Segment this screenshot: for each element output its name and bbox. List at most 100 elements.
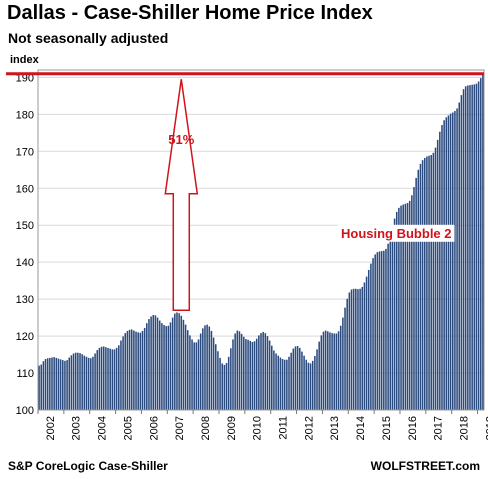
bar [443,120,445,411]
bar [462,89,465,410]
bar [479,78,482,410]
bar [51,357,53,410]
bar [150,316,152,410]
bar [290,352,292,410]
housing-bubble-annotation: Housing Bubble 2 [341,226,452,241]
bar [273,350,275,410]
bar [146,323,148,410]
bar [90,358,92,410]
bar [249,340,252,410]
bar [107,347,109,410]
bar [195,342,198,410]
bar [311,360,314,410]
bar [348,292,351,410]
bar [454,111,456,411]
bar [253,341,256,410]
bar [135,331,137,410]
x-tick-label: 2011 [278,416,290,440]
y-tick-label: 140 [16,257,34,269]
bar [210,330,213,410]
bar [111,349,114,410]
bar [411,195,413,410]
bar [380,251,383,410]
bar [352,288,355,410]
bar [62,360,64,410]
bar [240,333,243,410]
y-tick-label: 160 [16,183,34,195]
bar [245,339,247,410]
bar [350,289,353,410]
bar [70,355,73,410]
bar [456,108,458,410]
bar [393,218,396,410]
chart-title: Dallas - Case-Shiller Home Price Index [7,2,373,24]
bar [367,269,370,410]
bar [363,282,366,410]
bar [434,147,437,410]
x-tick-label: 2015 [381,416,393,440]
bar [419,163,422,410]
bar [337,331,340,410]
bar [219,357,221,410]
x-tick-label: 2019 [484,416,488,440]
bar [398,207,400,410]
bar [339,325,342,410]
bar [87,357,90,410]
bar [204,325,206,410]
bar [281,359,284,410]
bar [449,113,452,410]
bar [389,236,392,410]
bar [109,348,111,410]
bar [395,211,398,410]
bar [301,351,303,410]
bar [303,355,305,410]
bar [105,347,107,410]
bar [79,353,81,410]
y-axis: 100 110 120 130 140 150 160 170 180 190 [16,72,34,417]
bar [383,250,385,410]
bar [221,363,223,410]
y-tick-label: 110 [16,368,34,380]
bar [208,326,211,410]
bar [100,346,103,410]
y-tick-label: 100 [16,405,34,417]
bar [148,319,150,410]
annotation-background [338,224,455,242]
bar [92,356,94,410]
bar [430,155,432,410]
bar [365,276,368,410]
x-tick-label: 2010 [252,416,264,440]
bar [359,288,361,410]
bar [344,307,346,410]
bar [439,131,441,410]
bar [473,84,476,411]
bar [184,324,187,410]
bar [96,350,99,410]
bar [342,317,344,410]
bar [471,84,473,411]
bar [320,335,323,410]
bar [98,347,101,410]
bar [214,344,217,410]
bar [152,315,155,410]
bar [247,339,249,410]
bar [322,331,325,410]
bar [53,357,55,410]
bar [126,330,129,410]
bar [163,325,165,410]
bar [161,323,163,410]
bar [171,317,174,410]
bar [458,102,460,411]
bar [165,326,167,410]
bar [335,333,338,410]
x-tick-label: 2012 [303,416,315,440]
bar [447,115,450,411]
y-tick-label: 120 [16,331,34,343]
bar [167,325,170,410]
bar [225,363,228,410]
bar [426,156,428,410]
y-tick-label: 130 [16,294,34,306]
bar [251,342,254,410]
bar [94,353,96,410]
bar [128,329,131,410]
